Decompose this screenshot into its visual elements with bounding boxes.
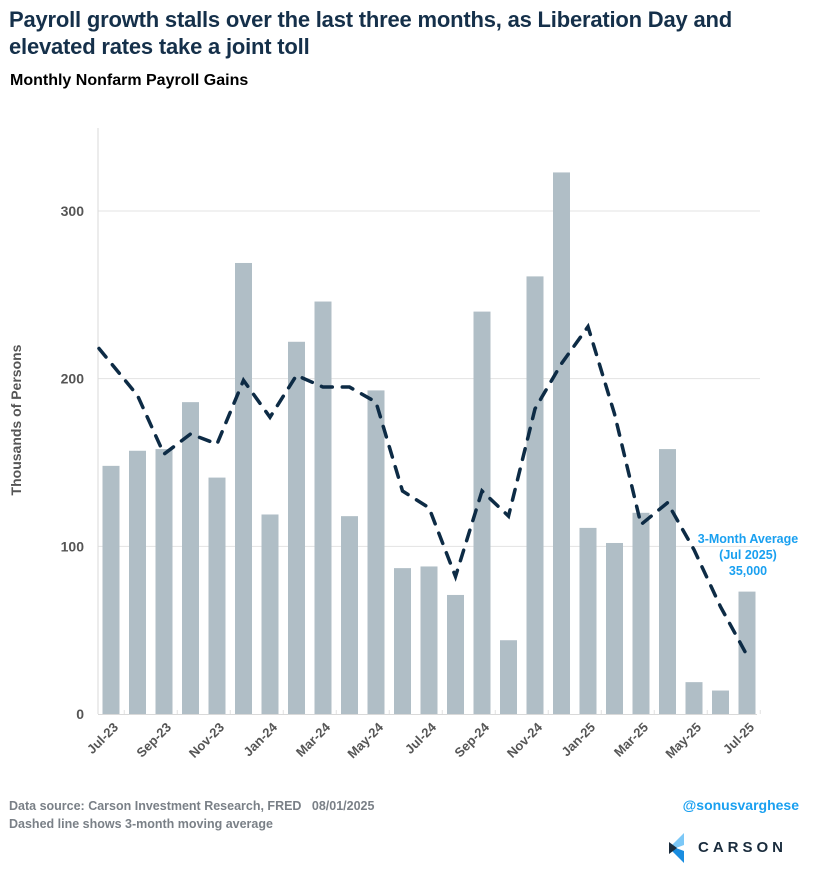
annotation-line: 3-Month Average [698,532,799,546]
bar-jun-24 [394,568,411,714]
annotation-line: (Jul 2025) [719,548,777,562]
carson-logo: CARSON [666,831,796,865]
bar-aug-24 [447,594,464,714]
bar-dec-24 [553,172,570,715]
x-tick-label: Jan-25 [558,720,598,760]
bar-jul-23 [102,465,120,714]
x-tick-label: Mar-24 [293,719,334,760]
carson-logo-text: CARSON [698,839,788,856]
bars [102,172,756,715]
gridlines [98,210,760,547]
bar-apr-24 [341,516,358,714]
bar-may-25 [685,682,703,714]
bar-sep-24 [473,311,491,714]
x-tick-label: Sep-23 [133,720,174,761]
bar-jan-25 [579,527,597,714]
bar-jun-25 [712,690,729,714]
x-tick-labels: Jul-23 Sep-23 Nov-23 Jan-24 Mar-24 May-24 Jul-… [84,710,761,762]
footer-source: Data source: Carson Investment Research,… [9,797,374,833]
x-tick-label: Mar-25 [611,720,651,760]
x-tick-label: Sep-24 [451,719,492,760]
twitter-handle: @sonusvarghese [682,797,799,813]
x-tick-label: Jul-24 [402,719,440,757]
carson-logo-icon [669,833,684,863]
chart-subtitle: Monthly Nonfarm Payroll Gains [10,72,249,89]
y-tick-label: 0 [76,706,84,722]
bar-aug-23 [129,450,146,714]
y-tick-label: 100 [61,538,85,554]
y-tick-label: 200 [61,371,85,387]
bar-dec-23 [235,262,252,714]
bar-jul-25 [738,591,756,714]
bar-sep-23 [155,449,173,714]
x-tick-label: May-25 [662,720,704,762]
y-tick-labels: 0 100 200 300 [61,203,85,722]
x-tick-label: May-24 [344,719,386,761]
bar-mar-25 [632,512,650,714]
bar-oct-23 [182,402,199,714]
x-tick-label: Nov-23 [186,720,227,761]
bar-mar-24 [314,301,332,714]
bar-jan-24 [261,514,279,714]
bar-nov-24 [526,276,544,714]
y-tick-label: 300 [61,203,85,219]
annotation-3-month-average: 3-Month Average (Jul 2025) 35,000 [698,532,799,578]
chart-title: Payroll growth stalls over the last thre… [9,7,732,59]
x-tick-label: Nov-24 [504,719,546,761]
bar-oct-24 [500,640,517,714]
x-tick-label: Jul-23 [84,720,121,757]
data-source-text: Data source: Carson Investment Research,… [9,799,375,813]
bar-jul-24 [420,566,438,714]
bar-nov-23 [208,477,226,714]
bar-feb-25 [606,542,623,714]
footnote-text: Dashed line shows 3-month moving average [9,817,273,831]
bar-may-24 [367,390,385,714]
x-tick-label: Jul-25 [720,720,757,757]
bar-feb-24 [288,341,305,714]
payroll-chart: 0 100 200 300 Thousands of Persons Jul-23 Se… [8,128,799,762]
y-axis-title: Thousands of Persons [8,344,24,495]
x-tick-label: Jan-24 [240,719,280,759]
bar-apr-25 [659,449,676,714]
annotation-line: 35,000 [729,564,767,578]
